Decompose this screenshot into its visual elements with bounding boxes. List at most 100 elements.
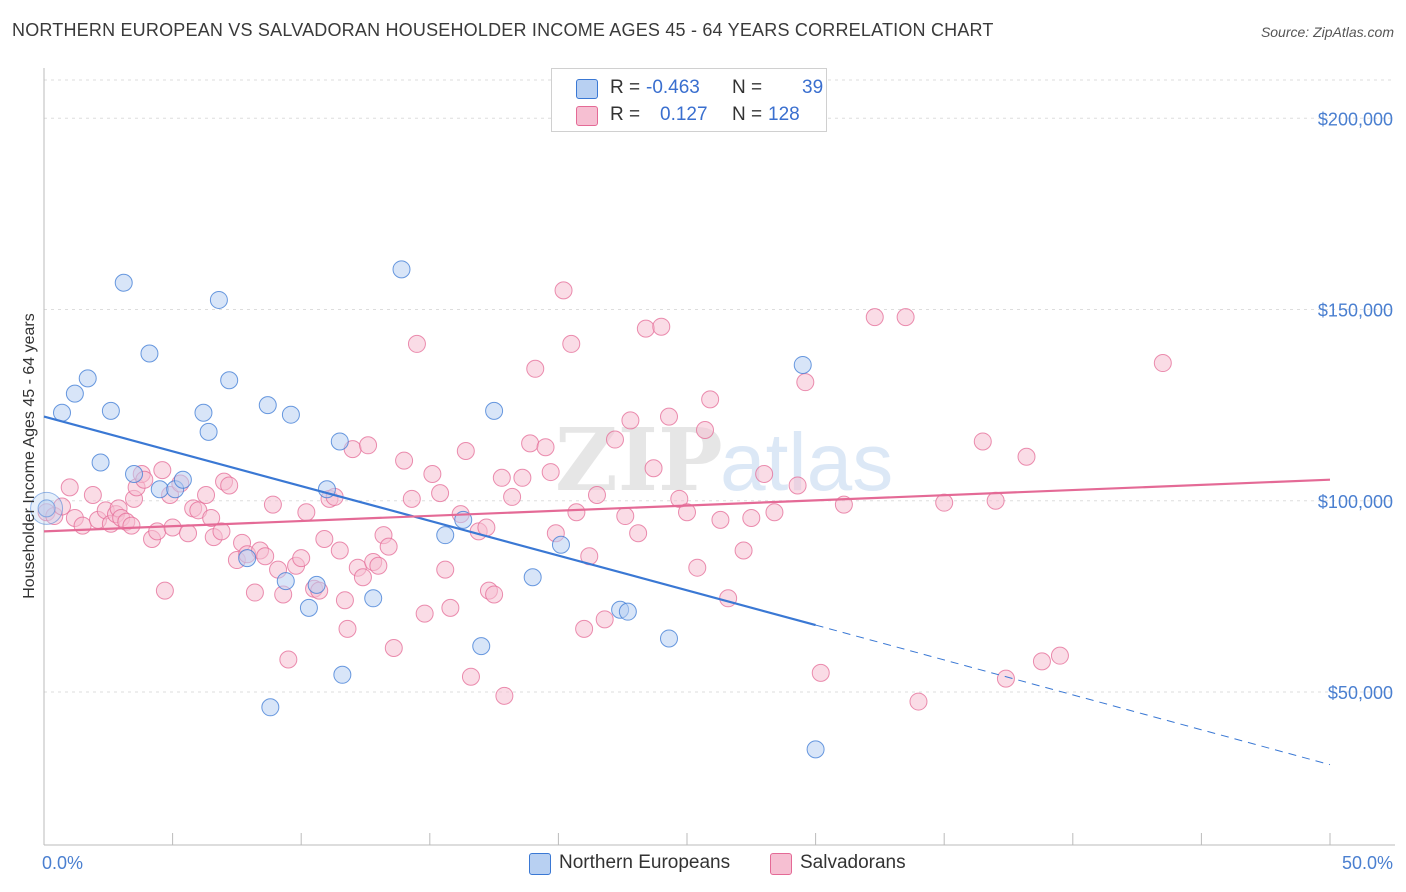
salvadoran-point: [719, 589, 738, 608]
salvadoran-point: [621, 411, 640, 430]
northern-european-point: [199, 422, 218, 441]
salvadoran-point: [359, 436, 378, 455]
northern-european-point: [364, 589, 383, 608]
legend-n-value: 39: [802, 77, 824, 98]
salvadoran-point: [652, 317, 671, 336]
northern-european-point: [281, 405, 300, 424]
northern-european-point: [806, 740, 825, 759]
northern-european-point: [238, 549, 257, 568]
salvadoran-point: [659, 407, 678, 426]
northern-european-point: [392, 260, 411, 279]
salvadoran-point: [431, 484, 450, 503]
y-tick-label: $150,000: [1318, 301, 1393, 321]
y-tick-label: $200,000: [1318, 109, 1393, 129]
salvadoran-point: [155, 581, 174, 600]
salvadoran-point: [402, 489, 421, 508]
salvadoran-point: [379, 537, 398, 556]
salvadorans-trend-line: [43, 478, 1331, 533]
salvadoran-point: [562, 334, 581, 353]
salvadoran-point: [83, 486, 102, 505]
salvadoran-point: [521, 434, 540, 453]
tick-labels: $50,000 $100,000 $150,000 $200,000 0.0% 50.0%: [42, 109, 1393, 873]
salvadoran-point: [575, 619, 594, 638]
salvadoran-point: [353, 568, 372, 587]
watermark-zip: ZIP: [555, 410, 723, 511]
y-tick-label: $50,000: [1328, 683, 1393, 703]
northern-europeans-points: [30, 260, 825, 759]
salvadoran-point: [492, 468, 511, 487]
salvadoran-point: [636, 319, 655, 338]
y-axis-label: Householder Income Ages 45 - 64 years: [21, 313, 38, 599]
northern-european-point: [551, 535, 570, 554]
legend-swatch-blue: [576, 79, 598, 99]
northern-europeans-trend-extension: [815, 624, 1331, 766]
northern-european-point: [194, 403, 213, 422]
y-tick-label: $100,000: [1318, 492, 1393, 512]
northern-european-point: [436, 526, 455, 545]
legend-row-pink: R = 0.127 N = 128: [576, 102, 800, 128]
salvadoran-point: [644, 459, 663, 478]
salvadoran-point: [986, 491, 1005, 510]
salvadoran-point: [212, 522, 231, 541]
salvadoran-point: [755, 464, 774, 483]
salvadoran-point: [338, 619, 357, 638]
legend-r-label: R =: [610, 77, 641, 98]
salvadoran-point: [297, 503, 316, 522]
salvadoran-point: [567, 503, 586, 522]
salvadoran-point: [701, 390, 720, 409]
northern-european-point: [78, 369, 97, 388]
northern-european-point: [101, 401, 120, 420]
salvadoran-point: [60, 478, 79, 497]
northern-european-point: [125, 464, 144, 483]
northern-european-point: [37, 499, 56, 518]
salvadoran-point: [541, 463, 560, 482]
salvadoran-point: [202, 508, 221, 527]
salvadoran-point: [335, 591, 354, 610]
northern-european-point: [114, 273, 133, 292]
salvadoran-point: [765, 503, 784, 522]
salvadoran-point: [996, 669, 1015, 688]
salvadoran-point: [461, 667, 480, 686]
salvadoran-point: [122, 516, 141, 535]
trend-lines: [43, 415, 1331, 766]
chart-title: NORTHERN EUROPEAN VS SALVADORAN HOUSEHOL…: [12, 20, 994, 40]
salvadoran-point: [279, 650, 298, 669]
salvadoran-point: [616, 507, 635, 526]
bottom-legend-label-blue: Northern Europeans: [559, 852, 731, 873]
northern-european-point: [793, 355, 812, 374]
salvadoran-point: [1050, 646, 1069, 665]
salvadoran-point: [896, 308, 915, 327]
salvadoran-point: [1153, 354, 1172, 373]
northern-european-point: [173, 470, 192, 489]
northern-european-point: [307, 575, 326, 594]
salvadoran-point: [734, 541, 753, 560]
northern-european-point: [140, 344, 159, 363]
northern-european-point: [91, 453, 110, 472]
salvadoran-point: [526, 359, 545, 378]
salvadoran-point: [485, 585, 504, 604]
salvadoran-point: [605, 430, 624, 449]
salvadoran-point: [220, 476, 239, 495]
bottom-legend-label-pink: Salvadorans: [800, 852, 906, 873]
salvadoran-point: [315, 530, 334, 548]
bottom-legend-swatch-blue: [529, 853, 551, 875]
legend-n-label: N =: [732, 104, 763, 125]
salvadoran-point: [456, 442, 475, 461]
northern-european-point: [299, 598, 318, 617]
salvadoran-point: [153, 461, 172, 480]
salvadoran-point: [503, 487, 522, 506]
source-credit: Source: ZipAtlas.com: [1260, 24, 1394, 40]
salvadoran-point: [554, 281, 573, 300]
salvadoran-point: [973, 432, 992, 451]
x-tick-label: 0.0%: [42, 853, 83, 873]
salvadoran-point: [245, 583, 264, 602]
salvadoran-point: [670, 489, 689, 508]
salvadoran-point: [587, 486, 606, 505]
northern-european-point: [523, 568, 542, 587]
salvadoran-point: [595, 610, 614, 629]
salvadoran-point: [1032, 652, 1051, 671]
salvadoran-point: [629, 524, 648, 543]
salvadoran-point: [441, 598, 460, 617]
salvadoran-point: [415, 604, 434, 623]
